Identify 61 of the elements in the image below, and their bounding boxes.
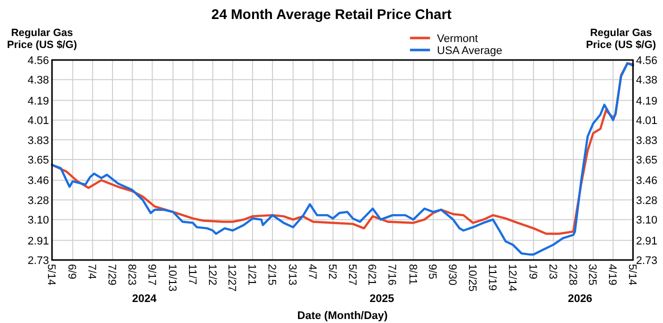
- x-tick-label: 12/14: [506, 264, 518, 292]
- y-tick-label: 4.56: [28, 55, 49, 67]
- x-tick-label: 7/29: [105, 264, 118, 286]
- x-tick-label: 7/4: [86, 264, 98, 280]
- x-tick-label: 4/19: [606, 264, 618, 286]
- x-tick-label: 10/13: [166, 264, 178, 292]
- x-tick-label: 2/28: [566, 264, 578, 286]
- x-tick-label: 5/14: [45, 264, 57, 286]
- x-tick-label: 2/15: [265, 264, 278, 286]
- legend-label: USA Average: [437, 45, 502, 57]
- chart-title: 24 Month Average Retail Price Chart: [211, 6, 452, 22]
- text: 2024: [132, 293, 158, 305]
- y-tick-label: 3.10: [28, 214, 49, 227]
- y2-tick-label: 3.28: [636, 194, 658, 207]
- x-tick-label: 9/30: [446, 264, 458, 286]
- x-tick-label: 9/17: [145, 264, 158, 286]
- y2-tick-label: 2.91: [636, 235, 658, 248]
- y2-tick-label: 4.19: [636, 95, 658, 108]
- legend-label: Vermont: [437, 33, 478, 45]
- y2-tick-label: 2.73: [636, 255, 658, 267]
- y-tick-label: 4.19: [28, 95, 49, 108]
- y-tick-label: 3.65: [28, 154, 49, 166]
- x-tick-label: 11/7: [186, 264, 198, 285]
- y2-tick-label: 4.56: [636, 55, 658, 67]
- x-tick-label: 3/25: [586, 264, 598, 286]
- x-tick-label: 5/2: [326, 264, 338, 280]
- x-tick-label: 6/9: [66, 264, 78, 280]
- y2-axis-title: Regular Gas Price (US $/G): [586, 27, 656, 51]
- x-tick-label: 8/23: [125, 264, 138, 286]
- x-tick-label: 11/19: [486, 264, 498, 291]
- x-tick-label: 2/3: [546, 264, 558, 280]
- x-tick-label: 9/5: [426, 264, 438, 280]
- x-tick-label: 5/14: [626, 264, 638, 286]
- y2-tick-label: 3.83: [636, 134, 658, 147]
- y-tick-label: 3.46: [28, 175, 49, 188]
- y2-tick-label: 4.01: [636, 115, 658, 128]
- x-axis-title: Date (Month/Day): [297, 310, 388, 322]
- y-tick-label: 2.73: [28, 255, 49, 267]
- text: 2026: [568, 293, 592, 305]
- x-tick-label: 1/9: [526, 264, 539, 280]
- y-tick-label: 3.28: [28, 194, 49, 207]
- text: 2025: [370, 293, 394, 305]
- x-tick-label: 10/25: [466, 264, 478, 292]
- y-tick-label: 4.01: [28, 115, 49, 128]
- x-tick-label: 6/21: [366, 264, 378, 286]
- x-tick-label: 7/16: [386, 264, 398, 286]
- y2-tick-label: 4.38: [636, 74, 658, 87]
- x-tick-label: 12/27: [226, 264, 238, 292]
- x-tick-label: 4/7: [306, 264, 318, 280]
- x-tick-label: 12/2: [206, 264, 218, 286]
- y-tick-label: 3.83: [28, 134, 49, 147]
- y2-tick-label: 3.65: [636, 154, 658, 166]
- x-tick-label: 1/21: [246, 264, 258, 286]
- y2-tick-label: 3.10: [636, 214, 658, 227]
- x-tick-label: 8/11: [406, 264, 418, 285]
- y-tick-label: 4.38: [28, 74, 49, 87]
- y2-tick-label: 3.46: [636, 175, 658, 188]
- y-tick-label: 2.91: [28, 235, 49, 248]
- x-tick-label: 3/13: [286, 264, 298, 286]
- x-tick-label: 5/27: [346, 264, 358, 286]
- y-axis-title: Regular Gas Price (US $/G): [6, 27, 78, 51]
